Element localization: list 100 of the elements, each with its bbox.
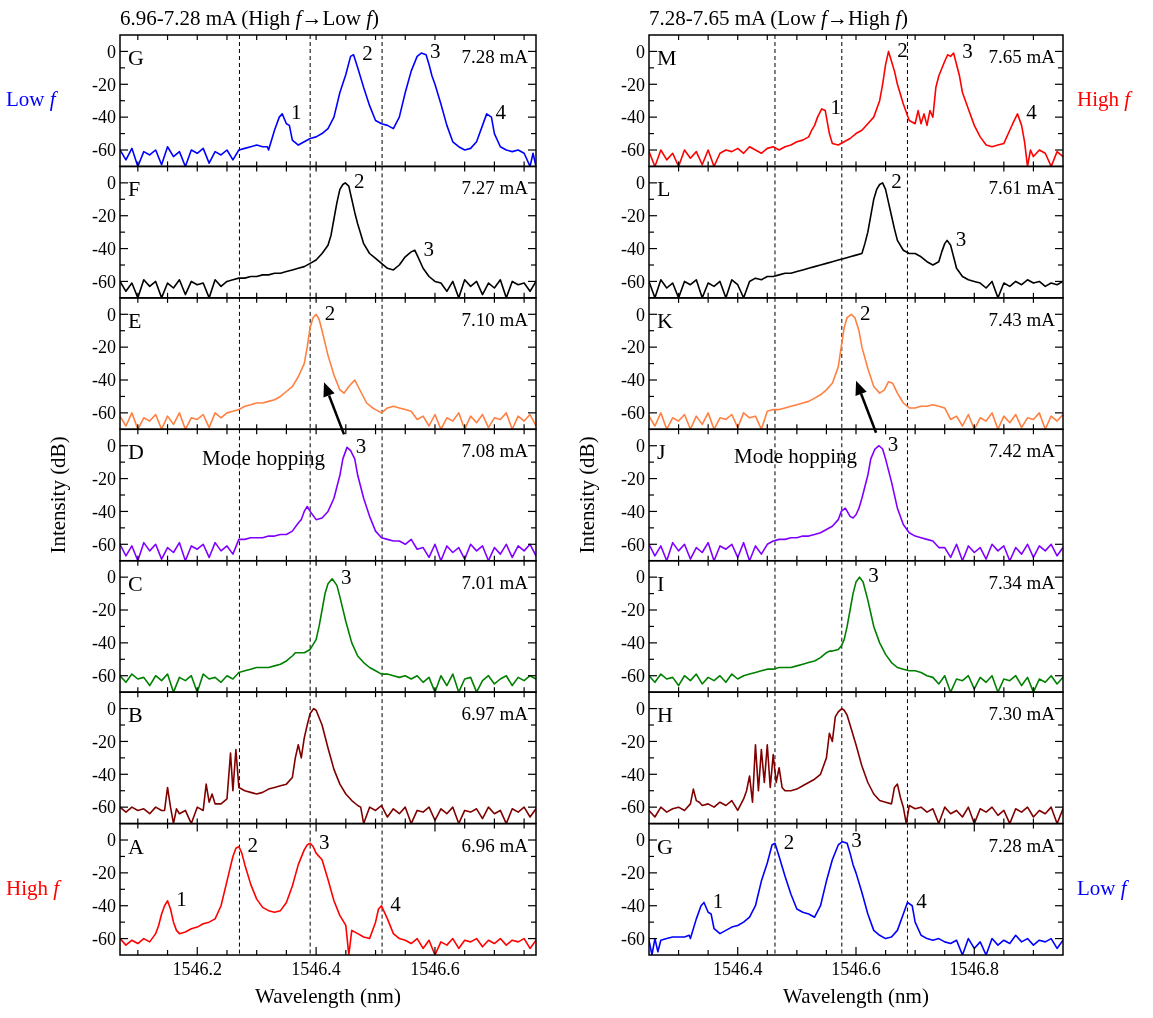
annotation: 1: [712, 888, 724, 913]
annotation: 4: [1026, 100, 1038, 125]
annotation: 3: [340, 565, 352, 590]
line-series: [649, 707, 1063, 824]
y-tick-label: 0: [107, 436, 116, 457]
y-tick-label: 0: [107, 567, 116, 588]
y-tick-label: -20: [621, 468, 645, 489]
annotation: 3: [887, 432, 899, 457]
x-tick-label: 1546.4: [291, 959, 341, 980]
annotation: M: [657, 45, 677, 70]
y-tick-label: 0: [636, 698, 645, 719]
y-tick-label: 0: [636, 830, 645, 851]
annotation: F: [128, 176, 141, 202]
y-tick-label: -60: [621, 140, 645, 161]
y-tick-label: -40: [621, 501, 645, 522]
y-tick-label: -20: [621, 731, 645, 752]
annotation: 7.10 mA: [461, 308, 529, 330]
chart-title: 7.28-7.65 mA (Low f→High f): [649, 6, 909, 30]
y-tick-label: -40: [92, 107, 116, 128]
y-tick-label: -20: [621, 600, 645, 621]
y-tick-label: -60: [621, 271, 645, 292]
y-tick-label: -40: [92, 633, 116, 654]
y-tick-label: -40: [621, 633, 645, 654]
y-axis-title: Intensity (dB): [575, 436, 599, 554]
y-tick-label: -60: [92, 271, 116, 292]
y-tick-label: -20: [92, 600, 116, 621]
text: Low f: [6, 87, 59, 112]
y-tick-label: -60: [621, 403, 645, 424]
y-tick-label: 0: [107, 698, 116, 719]
annotation: L: [657, 176, 671, 202]
annotation: 3: [318, 829, 330, 854]
annotation: 7.43 mA: [988, 308, 1056, 330]
y-tick-label: -60: [92, 534, 116, 555]
annotation: A: [128, 833, 144, 859]
annotation: 3: [355, 433, 367, 458]
y-tick-label: -40: [621, 238, 645, 259]
y-tick-label: -20: [621, 74, 645, 95]
x-tick-label: 1546.6: [410, 959, 460, 980]
y-tick-label: -40: [92, 764, 116, 785]
annotation: 2: [897, 37, 908, 62]
y-tick-label: -20: [92, 863, 116, 884]
y-axis-title: Intensity (dB): [46, 436, 70, 554]
y-tick-label: -60: [621, 797, 645, 818]
annotation: 2: [362, 41, 373, 66]
annotation: 7.28 mA: [461, 46, 529, 67]
y-tick-label: -60: [92, 666, 116, 687]
y-tick-label: -60: [92, 403, 116, 424]
annotation: E: [128, 307, 142, 333]
x-tick-label: 1546.2: [172, 959, 223, 980]
annotation: 7.28 mA: [988, 834, 1056, 856]
y-tick-label: 0: [636, 567, 645, 588]
y-tick-label: -40: [621, 764, 645, 785]
y-tick-label: -60: [621, 928, 645, 949]
annotation: C: [128, 570, 143, 596]
y-tick-label: -40: [92, 896, 116, 917]
y-tick-label: -40: [92, 501, 116, 522]
text: Low f: [1077, 875, 1130, 900]
annotation: 7.27 mA: [461, 177, 529, 199]
annotation: 2: [783, 829, 795, 854]
annotation: 3: [851, 828, 862, 852]
annotation: D: [128, 439, 144, 465]
y-tick-label: -20: [92, 74, 116, 95]
annotation: J: [657, 439, 666, 465]
y-tick-label: -40: [621, 107, 645, 128]
annotation: 2: [353, 169, 365, 194]
annotation: Mode hopping: [733, 444, 858, 469]
x-tick-label: 1546.8: [949, 959, 1000, 980]
annotation: 3: [430, 39, 441, 64]
annotation: 6.96 mA: [461, 834, 529, 856]
text: High f: [1077, 87, 1134, 112]
y-tick-label: 0: [107, 41, 116, 62]
annotation: I: [657, 570, 665, 596]
y-tick-label: -60: [92, 140, 116, 161]
annotation: 7.08 mA: [461, 440, 529, 462]
y-tick-label: -40: [92, 370, 116, 391]
y-tick-label: 0: [636, 173, 645, 194]
y-tick-label: -60: [621, 666, 645, 687]
y-tick-label: 0: [636, 304, 645, 325]
y-tick-label: -40: [621, 896, 645, 917]
annotation: 7.30 mA: [988, 703, 1056, 725]
annotation: 7.34 mA: [988, 571, 1056, 593]
y-tick-label: -20: [621, 863, 645, 884]
y-tick-label: -20: [621, 337, 645, 358]
x-tick-label: 1546.4: [712, 959, 763, 980]
y-tick-label: -20: [92, 731, 116, 752]
y-tick-label: -20: [92, 206, 116, 227]
annotation: 3: [868, 563, 879, 588]
y-tick-label: -20: [92, 337, 116, 358]
annotation: 2: [891, 169, 902, 194]
x-axis-title: Wavelength (nm): [255, 984, 401, 1009]
annotation: 2: [860, 300, 871, 325]
line-series: [120, 707, 536, 824]
annotation: G: [657, 833, 673, 859]
y-tick-label: -20: [92, 468, 116, 489]
annotation: 6.97 mA: [461, 703, 529, 725]
y-tick-label: -40: [92, 238, 116, 259]
y-tick-label: 0: [107, 173, 116, 194]
y-tick-label: 0: [636, 41, 645, 62]
y-tick-label: -60: [92, 797, 116, 818]
annotation: 3: [962, 39, 973, 64]
